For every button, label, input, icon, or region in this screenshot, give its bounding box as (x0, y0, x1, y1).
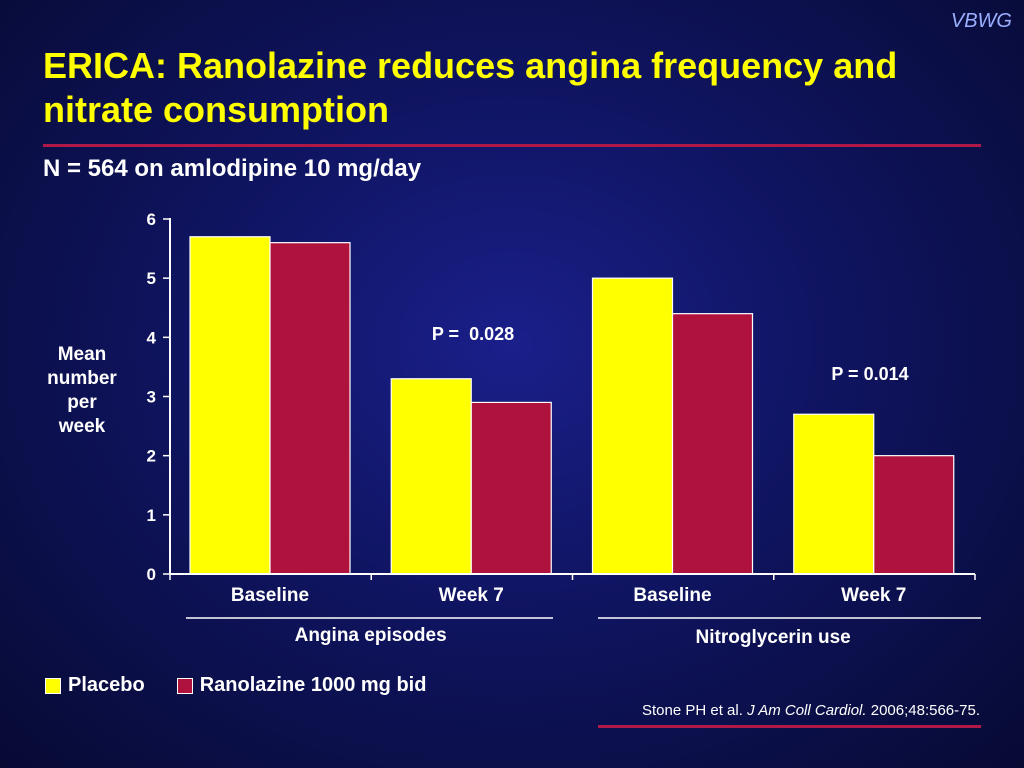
legend-swatch-placebo (45, 677, 61, 694)
legend-label-ranolazine: Ranolazine 1000 mg bid (199, 674, 427, 696)
y-tick-label: 5 (147, 269, 156, 288)
group-label: Nitroglycerin use (696, 627, 851, 648)
bars (189, 236, 955, 575)
legend-item-placebo: Placebo (45, 674, 145, 697)
slide-subtitle: N = 564 on amlodipine 10 mg/day (43, 155, 422, 182)
annotations: P = 0.028 P = 0.014 (432, 324, 909, 384)
citation-journal: J Am Coll Cardiol. (747, 702, 867, 719)
citation-authors: Stone PH et al. (642, 702, 743, 719)
p-value-annotation: P = 0.028 (432, 324, 514, 344)
bar-ranolazine (671, 313, 754, 575)
y-tick-label: 6 (147, 210, 156, 229)
group-labels: Angina episodes Nitroglycerin use (186, 617, 981, 648)
y-tick-label: 0 (147, 565, 156, 584)
bar-ranolazine (269, 242, 351, 575)
bar-ranolazine (470, 401, 552, 575)
y-ticks: 0 1 2 3 4 5 6 (147, 210, 170, 584)
x-tick-label: Baseline (231, 585, 309, 606)
group-label: Angina episodes (295, 625, 447, 646)
category-labels: Baseline Week 7 Baseline Week 7 (231, 585, 906, 606)
y-tick-label: 3 (147, 388, 156, 407)
y-axis-label-line: week (58, 416, 106, 437)
axes (169, 218, 976, 580)
bar-ranolazine (873, 455, 955, 575)
y-tick-label: 4 (147, 328, 157, 347)
y-axis-label: Mean number per week (47, 344, 117, 437)
x-tick-label: Week 7 (841, 585, 906, 606)
x-tick-label: Week 7 (439, 585, 504, 606)
bar-placebo (189, 236, 271, 575)
p-value-annotation: P = 0.014 (831, 364, 908, 384)
citation-rule (598, 725, 981, 728)
y-axis-label-line: number (47, 368, 117, 389)
citation: Stone PH et al. J Am Coll Cardiol. 2006;… (642, 702, 980, 719)
brand-label: VBWG (950, 10, 1012, 32)
y-axis-label-line: per (67, 392, 97, 413)
y-tick-label: 2 (147, 447, 156, 466)
y-tick-label: 1 (147, 506, 156, 525)
legend-swatch-ranolazine (176, 677, 193, 694)
bar-placebo (793, 413, 875, 575)
y-axis-label-line: Mean (58, 344, 107, 365)
legend-label-placebo: Placebo (68, 674, 145, 696)
bar-placebo (390, 378, 472, 575)
slide-title: ERICA: Ranolazine reduces angina frequen… (43, 45, 898, 130)
title-rule (43, 144, 981, 147)
legend-item-ranolazine: Ranolazine 1000 mg bid (176, 674, 427, 697)
citation-details: 2006;48:566-75. (870, 702, 980, 719)
x-tick-label: Baseline (633, 585, 711, 606)
legend: Placebo Ranolazine 1000 mg bid (45, 674, 458, 697)
bar-placebo (591, 277, 674, 575)
